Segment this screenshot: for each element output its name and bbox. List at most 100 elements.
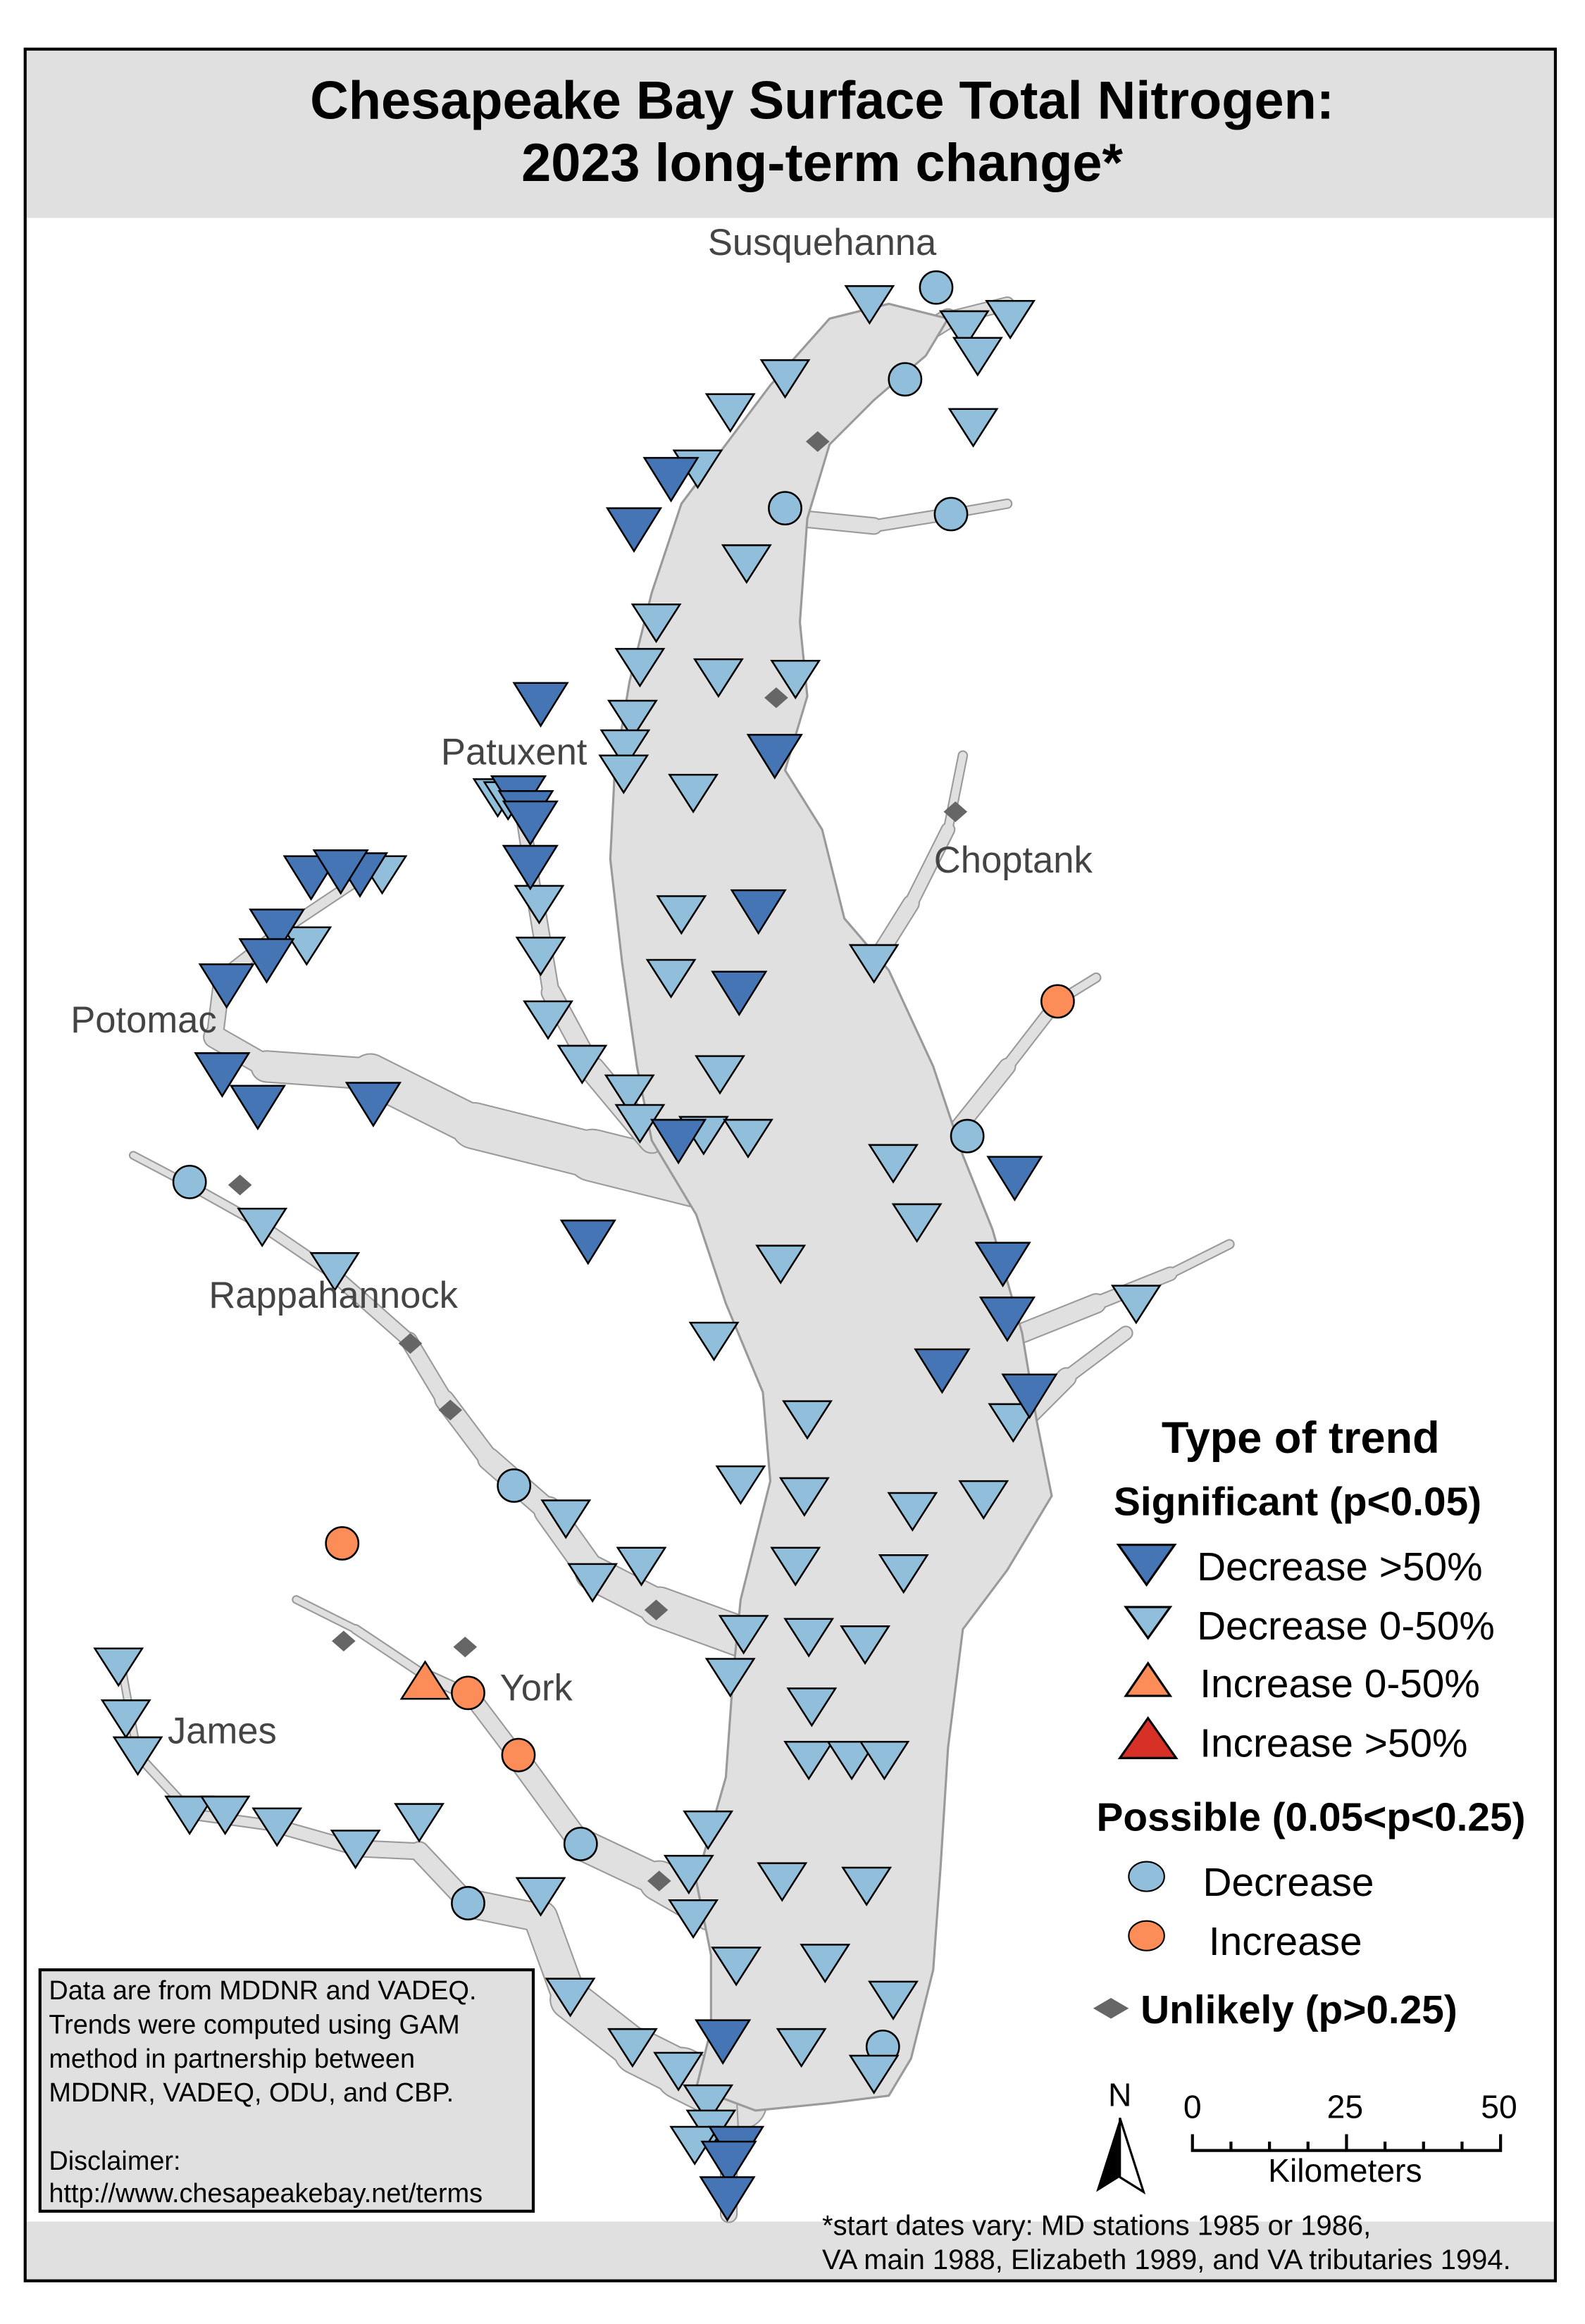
station-decrease-small-triangle-icon [868,1144,919,1184]
legend-increase-small-icon [1124,1661,1173,1697]
river-segment [251,1051,385,1089]
station-decrease-small-triangle-icon [164,1795,216,1835]
station-decrease-large-triangle-icon [512,682,569,728]
map-frame [23,47,1558,2282]
station-decrease-small-triangle-icon [567,1563,619,1603]
station-decrease-small-triangle-icon [783,1740,835,1781]
title-band [26,50,1554,218]
note-line: Disclaimer: [49,2147,180,2176]
station-decrease-small-triangle-icon [800,1944,851,1984]
station-decrease-small-triangle-icon [100,1699,151,1739]
station-decrease-small-triangle-icon [988,1403,1039,1443]
station-decrease-large-triangle-icon [559,1219,616,1266]
station-decrease-large-triangle-icon [229,1085,287,1131]
legend-decrease-small-icon [1124,1606,1173,1640]
river-segment [905,823,955,910]
station-decrease-small-triangle-icon [770,659,821,700]
station-decrease-small-triangle-icon [237,1207,288,1248]
station-unlikely-diamond-icon [438,1399,463,1420]
note-line: method in partnership between [49,2044,415,2074]
station-decrease-small-triangle-icon [523,1000,573,1040]
disclaimer-link[interactable]: http://www.chesapeakebay.net/terms [49,2179,483,2209]
station-decrease-small-triangle-icon [545,1978,596,2018]
station-decrease-small-triangle-icon [840,1625,890,1666]
station-decrease-small-triangle-icon [887,1492,938,1532]
station-decrease-large-triangle-icon [642,456,700,503]
station-decrease-large-triangle-icon [730,889,787,935]
station-decrease-small-triangle-icon [848,2054,900,2094]
station-decrease-large-triangle-icon [238,938,295,984]
scale-tick-label: 25 [1327,2088,1363,2125]
station-decrease-large-triangle-icon [986,1156,1043,1202]
label-choptank: Choptank [934,839,1093,881]
label-patuxent: Patuxent [441,731,588,773]
label-rappahannock: Rappahannock [209,1275,458,1316]
station-decrease-large-triangle-icon [974,1242,1031,1287]
data-note-box: Data are from MDDNR and VADEQ. Trends we… [38,1968,535,2213]
station-decrease-large-triangle-icon [502,800,559,846]
legend-possible-heading: Possible (0.05<p<0.25) [1096,1795,1525,1839]
station-decrease-large-triangle-icon [194,1052,251,1098]
station-decrease-small-triangle-icon [711,1947,762,1987]
station-decrease-small-triangle-icon [614,1104,666,1144]
station-possible-decrease-circle-icon [451,1886,485,1920]
station-decrease-large-triangle-icon [649,1118,707,1165]
station-decrease-small-triangle-icon [786,1687,838,1728]
station-decrease-large-triangle-icon [711,970,768,1017]
station-decrease-small-triangle-icon [695,1055,745,1095]
station-unlikely-diamond-icon [764,687,788,708]
river-segment [401,1332,452,1408]
station-decrease-small-triangle-icon [770,1547,821,1587]
station-decrease-small-triangle-icon [514,885,565,925]
station-decrease-small-triangle-icon [604,1074,655,1114]
river-segment [352,1625,426,1678]
river-segment [792,511,882,534]
station-unlikely-diamond-icon [228,1174,252,1196]
station-decrease-small-triangle-icon [540,1499,592,1539]
main-bay [609,302,1053,2112]
scale-tick-label: 0 [1183,2088,1202,2125]
legend: Type of trend Significant (p<0.05) Decre… [1093,1413,1525,2032]
legend-significant-heading: Significant (p<0.05) [1114,1480,1481,1525]
scale-tick-label: 50 [1481,2088,1517,2125]
station-decrease-small-triangle-icon [93,1647,144,1687]
note-line: Trends were computed using GAM [49,2011,459,2040]
station-decrease-small-triangle-icon [663,1854,714,1895]
river-segment [1060,1327,1132,1384]
note-line: Data are from MDDNR and VADEQ. [49,1976,476,2006]
north-arrow-icon-half [1119,2117,1146,2195]
station-decrease-large-triangle-icon [312,849,369,895]
station-possible-decrease-circle-icon [950,1118,985,1154]
legend-unlikely-diamond-icon [1093,1998,1129,2019]
station-decrease-small-triangle-icon [598,754,649,794]
station-possible-increase-circle-icon [1040,984,1075,1019]
station-possible-increase-circle-icon [325,1526,360,1561]
legend-possible-increase-icon [1128,1920,1165,1951]
station-decrease-small-triangle-icon [891,1203,943,1243]
station-decrease-large-triangle-icon [344,1082,402,1127]
station-unlikely-diamond-icon [805,431,830,452]
station-decrease-small-triangle-icon [958,1480,1009,1520]
map-title-line1: Chesapeake Bay Surface Total Nitrogen: [310,71,1334,131]
north-arrow-label: N [1108,2077,1131,2113]
legend-label: Increase 0-50% [1200,1662,1480,1706]
scale-bar-line [1191,2134,1503,2152]
station-decrease-small-triangle-icon [692,658,744,699]
station-possible-increase-circle-icon [501,1737,536,1773]
station-decrease-small-triangle-icon [938,310,990,350]
station-decrease-small-triangle-icon [656,895,707,935]
station-decrease-small-triangle-icon [112,1736,163,1776]
river-segment [293,1597,359,1632]
river-segment [327,1268,415,1347]
station-possible-decrease-circle-icon [497,1468,532,1503]
station-decrease-small-triangle-icon [281,926,332,966]
station-decrease-small-triangle-icon [607,2028,658,2068]
legend-label: Increase [1209,1920,1362,1964]
station-decrease-small-triangle-icon [599,729,651,769]
station-decrease-small-triangle-icon [782,1400,833,1440]
station-unlikely-diamond-icon [453,1636,478,1658]
station-decrease-small-triangle-icon [952,337,1003,377]
station-unlikely-diamond-icon [647,1870,671,1892]
label-susquehanna: Susquehanna [708,222,937,263]
